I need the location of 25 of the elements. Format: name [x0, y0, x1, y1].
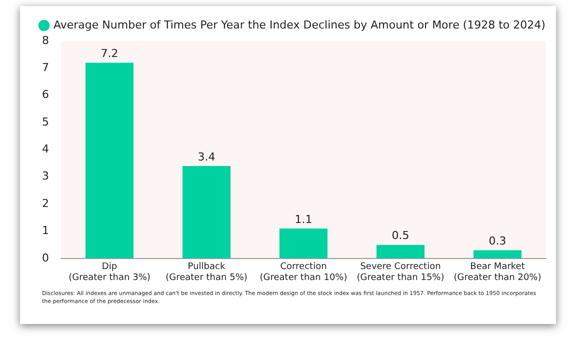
bar: [182, 166, 231, 258]
bar: [473, 250, 522, 258]
bar: [376, 244, 425, 258]
y-tick-label: 7: [42, 61, 49, 74]
y-tick-label: 2: [42, 196, 49, 210]
y-tick-label: 0: [42, 251, 49, 264]
y-tick-label: 3: [42, 170, 49, 183]
x-tick-label: Correction (Greater than 10%): [260, 262, 348, 283]
data-label: 0.3: [488, 234, 506, 248]
x-tick-label: Bear Market (Greater than 20%): [454, 262, 542, 283]
data-label: 7.2: [100, 47, 118, 60]
x-tick-label: Pullback (Greater than 5%): [166, 262, 248, 283]
y-tick-label: 8: [42, 34, 49, 47]
legend-label: Average Number of Times Per Year the Index Declines by Amount or More (1928 to 2024): [54, 18, 546, 32]
bar: [85, 62, 134, 258]
y-tick-label: 4: [42, 142, 49, 156]
y-tick-label: 5: [42, 115, 49, 128]
y-tick-label: 1: [42, 224, 49, 238]
x-tick-label: Dip (Greater than 3%): [68, 262, 150, 283]
y-tick-label: 6: [42, 88, 49, 102]
data-label: 1.1: [294, 212, 312, 226]
data-label: 3.4: [198, 150, 216, 164]
bar: [279, 228, 328, 258]
x-tick-label: Severe Correction (Greater than 15%): [356, 262, 444, 283]
data-label: 0.5: [392, 229, 410, 242]
